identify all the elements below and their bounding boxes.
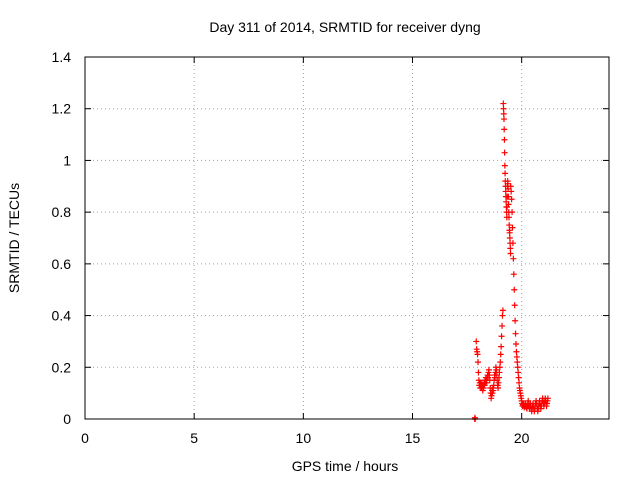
y-tick-label: 1.2 [52,101,72,117]
data-point [490,387,497,394]
data-point [500,110,507,117]
data-point [502,170,509,177]
data-point [508,196,515,203]
data-point [499,307,506,314]
chart-title: Day 311 of 2014, SRMTID for receiver dyn… [209,19,480,35]
data-point [475,369,482,376]
data-point [509,224,516,231]
data-point [475,359,481,366]
y-tick-label: 0.4 [52,308,72,324]
data-point [499,322,506,329]
x-tick-label: 5 [190,430,198,446]
data-point [512,330,519,337]
data-point [473,338,480,345]
data-point [544,395,551,402]
x-tick-label: 10 [296,430,312,446]
data-point [516,379,523,386]
axis-ticks [84,56,609,420]
data-point [495,374,502,381]
data-point [510,255,517,262]
data-point [505,193,512,200]
tick-labels: 0 5 10 15 20 0 0.2 0.4 0.6 0.8 1 1.2 1.4 [52,49,530,446]
data-point [513,353,520,360]
data-point [501,136,508,143]
data-point [474,351,481,358]
data-point [515,374,522,381]
data-point [493,366,500,373]
data-point [507,183,514,190]
data-point [495,384,502,391]
data-points [471,100,551,422]
data-point [501,149,508,156]
data-point [507,250,514,257]
y-tick-label: 0.8 [52,204,72,220]
data-point [512,317,519,324]
data-point [498,343,505,350]
y-tick-label: 0.2 [52,359,72,375]
data-point [495,379,502,386]
data-point [506,214,513,221]
y-tick-label: 0.6 [52,256,72,272]
data-point [497,351,504,358]
data-point [483,379,490,386]
data-point [511,302,518,309]
x-tick-label: 20 [514,430,530,446]
data-point [514,359,521,366]
y-axis-label: SRMTID / TECUs [6,183,22,293]
data-point [497,359,504,366]
y-tick-label: 0 [63,411,71,427]
plot-frame [84,56,610,420]
data-point [505,201,512,208]
data-point [500,100,507,107]
data-point [496,369,503,376]
data-point [506,222,513,229]
data-point [510,271,517,278]
grid-lines [85,57,609,419]
data-point [500,105,507,112]
data-point [499,312,506,319]
data-point [506,229,513,236]
data-point [498,333,505,340]
data-point [509,240,516,247]
x-tick-label: 0 [81,430,89,446]
data-point [500,116,507,123]
y-tick-label: 1.4 [52,49,72,65]
data-point [512,341,519,348]
x-tick-label: 15 [405,430,421,446]
data-point [501,162,508,169]
y-tick-label: 1 [63,152,71,168]
data-point [513,348,520,355]
data-point [511,286,518,293]
data-point [496,364,503,371]
data-point [509,209,516,216]
data-point [486,372,493,379]
data-point [501,126,508,133]
data-point [485,366,492,373]
data-point [515,369,522,376]
data-point [508,188,515,195]
data-point [506,235,513,241]
data-point [507,245,514,252]
x-axis-label: GPS time / hours [292,458,399,474]
data-point [514,364,521,371]
